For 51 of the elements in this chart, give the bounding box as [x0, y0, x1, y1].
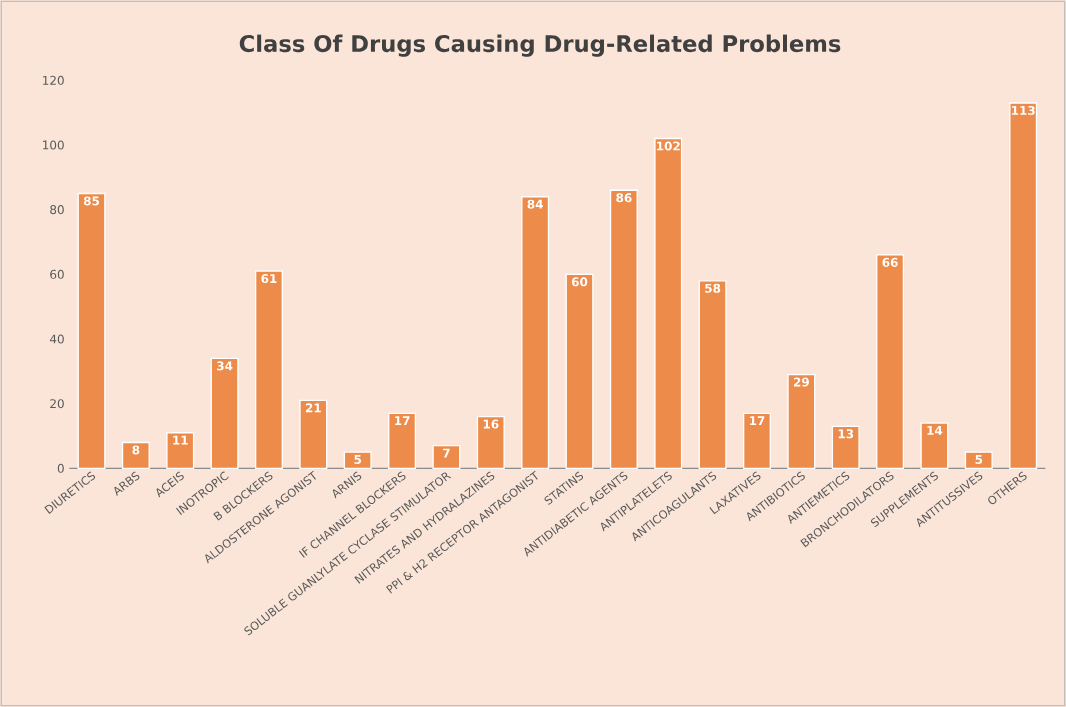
- bar: [299, 399, 328, 469]
- bar: [920, 422, 949, 469]
- bar: [77, 192, 106, 469]
- data-label: 5: [354, 455, 362, 465]
- data-label: 34: [217, 361, 233, 371]
- bar: [521, 196, 550, 469]
- bar: [831, 425, 860, 469]
- data-label: 29: [793, 377, 809, 387]
- bar: [210, 357, 239, 469]
- data-label: 17: [749, 416, 765, 426]
- bar: [565, 273, 594, 469]
- y-tick-label: 100: [43, 140, 64, 150]
- data-label: 5: [975, 455, 983, 465]
- data-label: 102: [657, 141, 680, 151]
- bar: [432, 445, 461, 469]
- bar: [388, 412, 417, 469]
- chart-title: Class Of Drugs Causing Drug-Related Problems: [239, 34, 841, 57]
- data-label: 13: [838, 429, 854, 439]
- bar: [1009, 102, 1038, 469]
- y-tick-label: 80: [50, 205, 64, 215]
- bar: [876, 254, 905, 469]
- data-label: 61: [261, 274, 277, 284]
- bar: [698, 280, 727, 469]
- data-label: 11: [173, 435, 188, 445]
- data-label: 113: [1012, 105, 1035, 115]
- bar: [121, 441, 150, 469]
- data-label: 7: [443, 448, 450, 458]
- bar: [343, 451, 372, 469]
- y-tick-label: 0: [57, 463, 64, 473]
- bar: [654, 137, 683, 469]
- data-label: 58: [705, 283, 721, 293]
- bar: [476, 415, 505, 469]
- data-label: 60: [571, 277, 588, 287]
- y-tick-label: 120: [43, 75, 64, 85]
- data-label: 85: [83, 196, 100, 206]
- data-label: 16: [483, 419, 499, 429]
- bar: [254, 270, 283, 469]
- data-label: 21: [305, 403, 321, 413]
- y-tick-label: 40: [49, 334, 64, 344]
- data-label: 84: [527, 199, 543, 209]
- bar: [742, 412, 771, 469]
- bar: [166, 432, 195, 469]
- data-label: 14: [927, 426, 943, 435]
- bar: [609, 189, 638, 469]
- data-label: 66: [882, 257, 898, 267]
- data-label: 86: [616, 193, 632, 203]
- y-tick-label: 20: [50, 399, 64, 409]
- data-label: 17: [395, 416, 410, 426]
- data-label: 8: [132, 445, 140, 455]
- bar: [787, 373, 816, 469]
- y-tick-label: 60: [50, 269, 64, 279]
